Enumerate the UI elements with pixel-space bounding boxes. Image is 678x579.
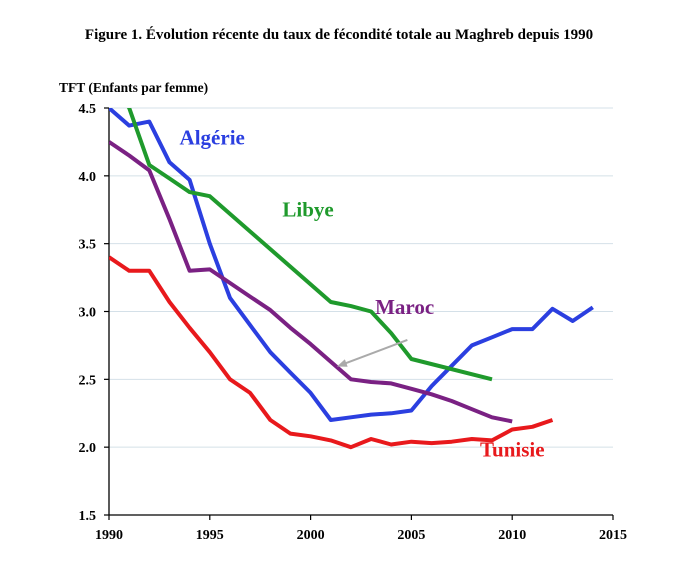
x-tick-label: 2015 <box>599 528 627 543</box>
annotation-arrow <box>336 339 408 367</box>
x-tick-labels: 1990 1995 2000 2005 2010 2015 <box>95 528 627 543</box>
series-label-libye: Libye <box>282 198 333 222</box>
series-line-libye <box>126 108 493 382</box>
x-tick-label: 2005 <box>397 528 425 543</box>
y-tick-labels: 1.5 2.0 2.5 3.0 3.5 4.0 4.5 <box>79 102 97 524</box>
series-label-algrie: Algérie <box>180 126 245 150</box>
series-label-tunisie: Tunisie <box>480 438 545 462</box>
series-lines <box>109 108 594 450</box>
series-label-maroc: Maroc <box>375 295 434 319</box>
x-tick-label: 2000 <box>297 528 325 543</box>
y-tick-label: 3.0 <box>79 306 97 321</box>
figure-title: Figure 1. Évolution récente du taux de f… <box>84 27 594 43</box>
series-labels: Algérie Libye Maroc Tunisie <box>180 126 545 462</box>
y-axis-label: TFT (Enfants par femme) <box>59 80 208 95</box>
x-tick-label: 1995 <box>196 528 224 543</box>
y-tick-label: 2.5 <box>79 373 97 388</box>
y-tick-label: 3.5 <box>79 238 97 253</box>
x-tick-label: 2010 <box>498 528 526 543</box>
y-tick-label: 4.5 <box>79 102 97 117</box>
gridlines <box>109 107 613 448</box>
series-line-maroc <box>109 140 513 424</box>
series-line-tunisie <box>109 255 554 450</box>
series-line-algrie <box>109 108 594 422</box>
x-tick-label: 1990 <box>95 528 123 543</box>
axes <box>104 107 614 520</box>
y-tick-label: 4.0 <box>79 170 97 185</box>
y-tick-label: 1.5 <box>79 509 97 524</box>
y-tick-label: 2.0 <box>79 441 97 456</box>
